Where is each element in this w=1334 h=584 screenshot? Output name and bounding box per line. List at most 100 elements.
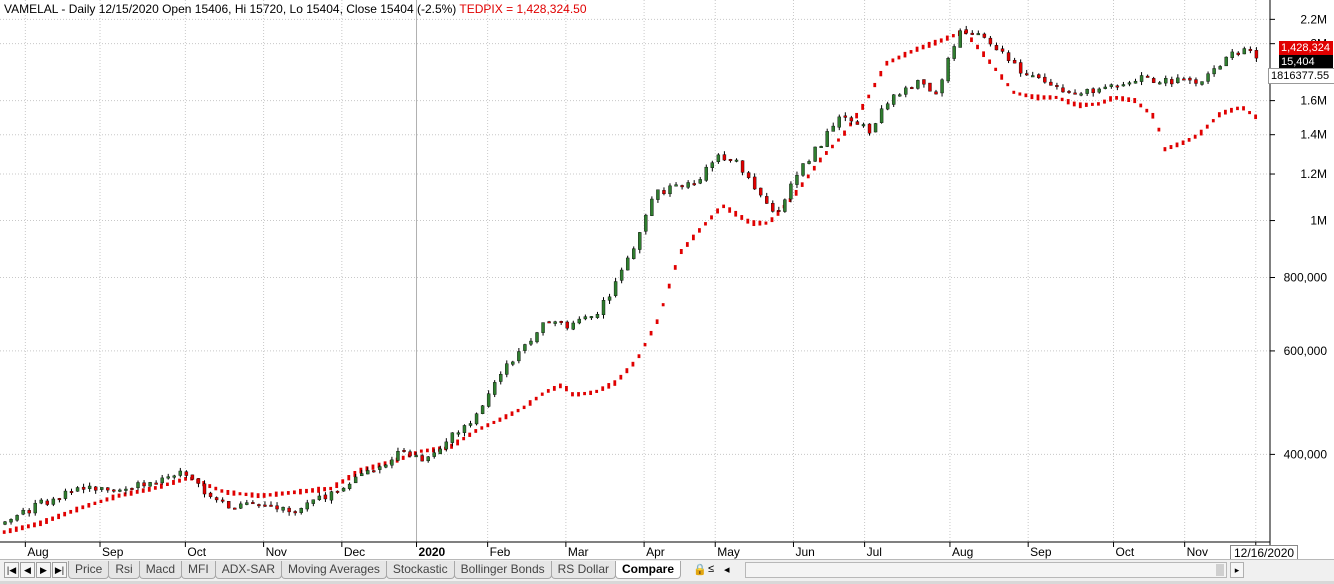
- candle-body: [734, 159, 739, 162]
- tab-compare[interactable]: Compare: [615, 561, 682, 579]
- candle-body: [378, 466, 382, 470]
- candle-body: [1031, 75, 1035, 78]
- candle-body: [565, 321, 569, 329]
- candle-body: [523, 344, 527, 351]
- tab-bollinger-bonds[interactable]: Bollinger Bonds: [453, 561, 552, 579]
- candle-body: [281, 506, 285, 511]
- candle-body: [638, 232, 642, 250]
- candle-body: [1091, 88, 1095, 94]
- tedpix-bar: [45, 518, 48, 524]
- tedpix-bar: [607, 383, 611, 389]
- x-tick-label: Mar: [568, 545, 589, 559]
- tedpix-bar: [849, 122, 852, 127]
- x-tick-label: Jul: [867, 545, 882, 559]
- tedpix-bar: [51, 516, 54, 521]
- tedpix-bar: [818, 157, 822, 163]
- horizontal-scrollbar[interactable]: [745, 562, 1227, 578]
- tedpix-bar: [299, 488, 302, 495]
- tab-adx-sar[interactable]: ADX-SAR: [214, 561, 283, 579]
- candle-body: [499, 373, 503, 382]
- tedpix-bar: [69, 509, 73, 514]
- tedpix-bar: [540, 392, 544, 396]
- tab-macd[interactable]: Macd: [138, 561, 183, 579]
- candle-body: [789, 183, 793, 200]
- y-tick-label: 400,000: [1284, 447, 1328, 461]
- candle-body: [577, 318, 582, 324]
- tedpix-bar: [1072, 101, 1076, 107]
- tedpix-bar: [794, 189, 798, 196]
- candle-body: [15, 515, 19, 521]
- tab-mfi[interactable]: MFI: [181, 561, 216, 579]
- candle-body: [1012, 59, 1017, 64]
- tedpix-bar: [341, 479, 345, 484]
- tab-rs-dollar[interactable]: RS Dollar: [550, 561, 616, 579]
- candle-body: [885, 103, 890, 110]
- candle-body: [462, 425, 467, 433]
- tedpix-bar: [20, 525, 24, 531]
- tedpix-bar: [951, 34, 955, 38]
- tedpix-bar: [915, 46, 919, 52]
- tedpix-bar: [861, 103, 865, 110]
- y-tick-label: 1.4M: [1300, 128, 1327, 142]
- tedpix-bar: [365, 466, 369, 472]
- candle-body: [1115, 85, 1120, 88]
- tedpix-bar: [1217, 112, 1221, 118]
- first-icon[interactable]: |◀: [4, 562, 19, 578]
- last-icon[interactable]: ▶|: [52, 562, 67, 578]
- candle-body: [124, 488, 128, 491]
- tedpix-bar: [377, 462, 381, 469]
- tedpix-bar: [63, 511, 67, 517]
- candle-body: [1218, 66, 1222, 70]
- prev-icon[interactable]: ◀: [20, 562, 35, 578]
- tab-stockastic[interactable]: Stockastic: [385, 561, 455, 579]
- candle-body: [178, 470, 183, 476]
- scroll-left-icon[interactable]: ◂: [724, 564, 730, 576]
- tedpix-bar: [498, 417, 502, 422]
- candle-body: [39, 499, 43, 504]
- candle-body: [650, 198, 654, 216]
- scale-icon[interactable]: ≤: [708, 563, 715, 575]
- candle-body: [456, 432, 461, 435]
- candle-body: [777, 210, 781, 212]
- tedpix-bar: [837, 138, 840, 142]
- candle-body: [934, 91, 938, 95]
- tedpix-bar: [685, 242, 689, 247]
- tedpix-bar: [1078, 102, 1082, 109]
- candle-body: [372, 470, 376, 473]
- tedpix-bar: [776, 210, 780, 216]
- y-tick-label: 1.6M: [1300, 94, 1327, 108]
- tedpix-bar: [57, 513, 61, 520]
- scrollbar-thumb[interactable]: [1216, 564, 1224, 576]
- candle-body: [196, 478, 201, 484]
- tedpix-bar: [135, 489, 139, 494]
- candle-body: [1097, 88, 1101, 93]
- tedpix-bar: [589, 390, 593, 395]
- candle-body: [468, 423, 473, 426]
- candle-body: [63, 490, 68, 499]
- candle-body: [553, 321, 557, 324]
- tedpix-bar: [1012, 90, 1016, 94]
- tedpix-bar: [1139, 103, 1143, 108]
- candle-body: [33, 502, 37, 514]
- candle-body: [904, 87, 908, 95]
- candle-body: [1188, 77, 1192, 81]
- candle-body: [607, 296, 612, 301]
- tedpix-bar: [764, 221, 768, 225]
- candle-body: [994, 45, 999, 51]
- tedpix-bar: [855, 112, 859, 119]
- tab-moving-averages[interactable]: Moving Averages: [281, 561, 387, 579]
- candle-body: [879, 108, 884, 123]
- candle-body: [287, 507, 291, 513]
- candle-body: [511, 361, 515, 365]
- tedpix-bar: [728, 207, 732, 213]
- tab-price[interactable]: Price: [68, 561, 110, 579]
- scroll-right-icon[interactable]: ▸: [1230, 562, 1244, 578]
- tab-rsi[interactable]: Rsi: [108, 561, 140, 579]
- tedpix-bar: [159, 483, 163, 489]
- candle-body: [740, 160, 745, 173]
- next-icon[interactable]: ▶: [36, 562, 51, 578]
- lock-icon[interactable]: 🔒: [693, 564, 707, 576]
- tedpix-bar: [81, 505, 85, 510]
- candle-body: [130, 487, 134, 490]
